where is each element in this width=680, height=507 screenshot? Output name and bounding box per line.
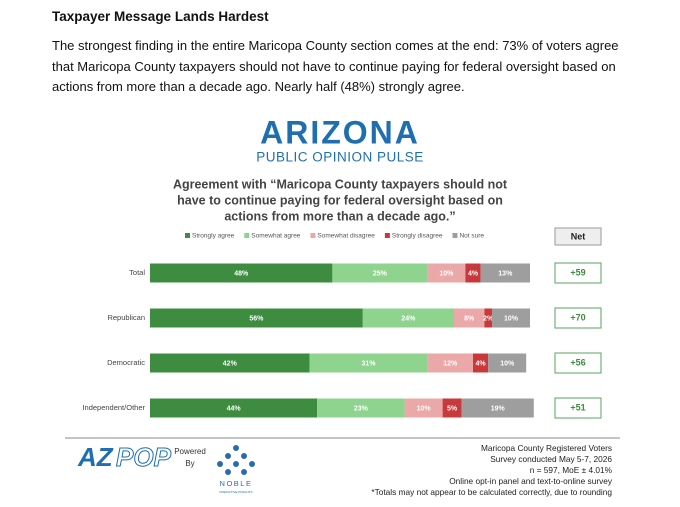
net-box — [554, 307, 602, 329]
value-label: 4% — [468, 270, 479, 277]
footer-logo-pop: POP — [116, 442, 172, 472]
value-label: 31% — [361, 360, 376, 367]
bar-segment — [150, 398, 318, 418]
net-label: +70 — [570, 312, 585, 322]
chart-title: actions from more than a decade ago.” — [224, 209, 455, 223]
footer-note: Online opt-in panel and text-to-online s… — [449, 476, 613, 486]
net-label: +51 — [570, 402, 585, 412]
noble-sub: PREDICTIVE INSIGHTS — [219, 490, 252, 494]
bar-segment — [442, 398, 462, 418]
value-label: 24% — [401, 315, 416, 322]
footer-note: Maricopa County Registered Voters — [481, 443, 612, 453]
net-box — [554, 397, 602, 419]
heading: Taxpayer Message Lands Hardest — [52, 9, 269, 24]
powered: Powered — [174, 447, 206, 456]
bar-segment — [454, 308, 485, 328]
value-label: 12% — [443, 360, 458, 367]
bar-segment — [488, 353, 527, 373]
bar-segment — [465, 263, 481, 283]
legend-swatch — [384, 233, 390, 238]
logo-subtitle: PUBLIC OPINION PULSE — [256, 150, 424, 165]
footer-note: *Totals may not appear to be calculated … — [371, 487, 612, 497]
bar-segment — [427, 353, 473, 373]
value-label: 42% — [223, 360, 238, 367]
value-label: 25% — [373, 270, 388, 277]
legend-swatch — [185, 233, 190, 238]
value-label: 23% — [354, 405, 369, 412]
noble: NOBLE — [220, 479, 253, 488]
category-label: Independent/Other — [82, 403, 145, 412]
value-label: 10% — [504, 315, 519, 322]
bar-segment — [150, 263, 333, 283]
logo-title: ARIZONA — [260, 114, 420, 150]
chart-title: have to continue paying for federal over… — [177, 193, 503, 207]
bar-segment — [473, 353, 489, 373]
chart-title: Agreement with “Maricopa County taxpayer… — [173, 177, 508, 191]
category-label: Republican — [107, 313, 145, 322]
net-box — [554, 352, 602, 374]
value-label: 10% — [439, 270, 454, 277]
value-label: 19% — [491, 405, 506, 412]
bar-segment — [362, 308, 454, 328]
bar-segment — [480, 263, 530, 283]
legend-label: Strongly agree — [192, 233, 235, 240]
value-label: 44% — [227, 405, 242, 412]
net-label: +56 — [570, 357, 585, 367]
noble-dots — [217, 445, 255, 475]
value-label: 56% — [249, 315, 264, 322]
value-label: 10% — [417, 405, 432, 412]
value-label: 13% — [498, 270, 513, 277]
net-box — [554, 262, 602, 284]
legend-swatch — [452, 233, 458, 238]
bar-segment — [427, 263, 466, 283]
bar-segment — [309, 353, 428, 373]
value-label: 10% — [500, 360, 515, 367]
value-label: 8% — [464, 315, 475, 322]
footer-logo-az: AZ — [77, 442, 114, 472]
legend-swatch — [310, 233, 316, 238]
value-label: 4% — [476, 360, 487, 367]
bar-segment — [492, 308, 530, 328]
bar-segment — [461, 398, 534, 418]
bar-segment — [484, 308, 492, 328]
bar-segment — [332, 263, 428, 283]
bar-segment — [317, 398, 405, 418]
category-label: Democratic — [107, 358, 145, 367]
bar-segment — [404, 398, 443, 418]
value-label: 5% — [447, 405, 458, 412]
net-header: Net — [571, 231, 586, 241]
footer-note: n = 597, MoE ± 4.01% — [530, 465, 613, 475]
bar-segment — [150, 353, 310, 373]
legend-label: Not sure — [459, 233, 484, 240]
value-label: 2% — [483, 315, 494, 322]
bar-segment — [150, 308, 363, 328]
net-label: +59 — [570, 267, 585, 277]
legend-label: Somewhat disagree — [317, 233, 375, 240]
legend-swatch — [244, 233, 250, 238]
legend-label: Strongly disagree — [392, 233, 443, 240]
legend-label: Somewhat agree — [251, 233, 301, 240]
by: By — [185, 459, 194, 468]
value-label: 48% — [234, 270, 249, 277]
footer-note: Survey conducted May 5-7, 2026 — [490, 454, 612, 464]
category-label: Total — [129, 268, 145, 277]
net-header-box — [554, 227, 602, 246]
paragraph: The strongest finding in the entire Mari… — [52, 38, 619, 94]
